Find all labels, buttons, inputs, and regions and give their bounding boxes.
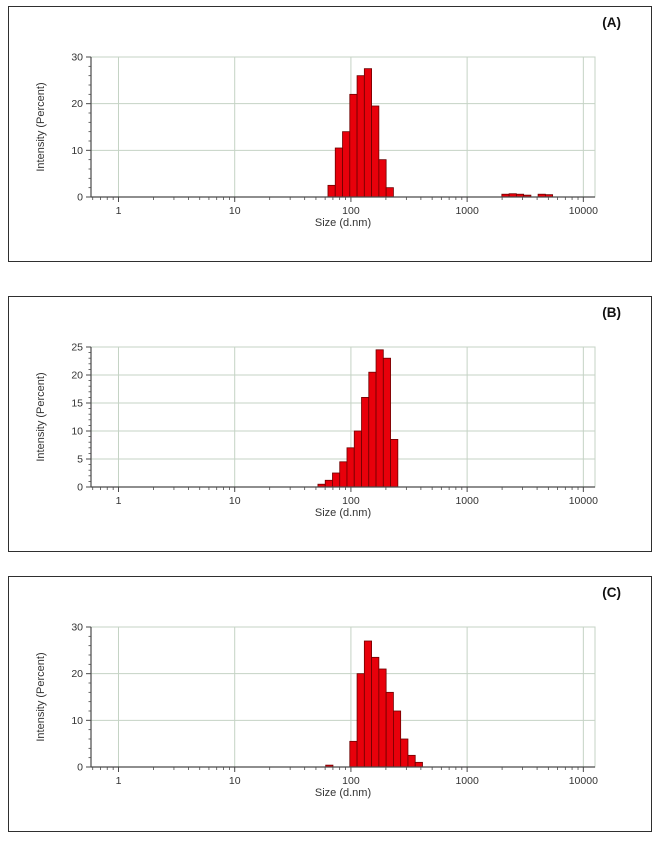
dls-chart-b: 0 5 10 15 20 25 1 10 100 1000 10000 xyxy=(71,342,598,508)
y-tick-label: 0 xyxy=(77,482,83,494)
bar xyxy=(349,93,358,198)
bar xyxy=(393,710,402,768)
y-tick-label: 0 xyxy=(77,762,83,774)
bar xyxy=(353,430,362,488)
bar xyxy=(349,740,358,768)
x-tick-label: 1000 xyxy=(455,205,479,217)
y-tick-label: 20 xyxy=(71,370,83,382)
y-tick-label: 30 xyxy=(71,52,83,64)
bar xyxy=(390,438,399,488)
x-tick-label: 10 xyxy=(229,775,241,787)
y-tick-label: 10 xyxy=(71,145,83,157)
plot-border xyxy=(90,626,596,768)
bar xyxy=(407,754,416,768)
panel-label-b: (B) xyxy=(602,305,621,320)
panel-label-c: (C) xyxy=(602,585,621,600)
bar xyxy=(324,479,333,488)
y-axis-title: Intensity (Percent) xyxy=(35,372,47,462)
bar xyxy=(371,105,380,198)
bar xyxy=(356,673,365,768)
x-tick-label: 10000 xyxy=(569,775,598,787)
bar xyxy=(368,371,377,488)
dls-chart-a: 0 10 20 30 1 10 100 1000 10000 xyxy=(71,52,598,218)
x-tick-label: 100 xyxy=(342,495,360,507)
x-axis-title: Size (d.nm) xyxy=(314,787,372,799)
bar xyxy=(346,447,355,488)
bar xyxy=(363,68,372,198)
x-tick-label: 1000 xyxy=(455,775,479,787)
bar xyxy=(361,397,370,488)
y-tick-label: 10 xyxy=(71,426,83,438)
bar xyxy=(332,472,341,488)
chart-panel-c: 0 10 20 30 1 10 100 1000 10000 (C) Size (d.nm) I… xyxy=(8,576,652,832)
x-tick-label: 100 xyxy=(342,775,360,787)
x-tick-label: 10 xyxy=(229,205,241,217)
x-tick-label: 100 xyxy=(342,205,360,217)
y-tick-label: 25 xyxy=(71,342,83,354)
y-tick-label: 10 xyxy=(71,715,83,727)
bar xyxy=(363,640,372,768)
y-tick-label: 15 xyxy=(71,398,83,410)
x-tick-label: 1000 xyxy=(455,495,479,507)
y-tick-label: 20 xyxy=(71,98,83,110)
y-tick-label: 0 xyxy=(77,192,83,204)
x-tick-label: 1 xyxy=(116,205,122,217)
bar xyxy=(400,738,409,768)
y-axis-title: Intensity (Percent) xyxy=(35,82,47,172)
y-axis-title: Intensity (Percent) xyxy=(35,652,47,742)
bar xyxy=(339,461,348,488)
bar xyxy=(378,159,387,198)
bar xyxy=(385,187,394,198)
bar xyxy=(334,147,343,198)
x-tick-label: 1 xyxy=(116,495,122,507)
x-tick-label: 10 xyxy=(229,495,241,507)
bar xyxy=(342,131,351,198)
bar xyxy=(371,656,380,768)
bar xyxy=(375,349,384,488)
x-tick-label: 10000 xyxy=(569,495,598,507)
x-axis-title: Size (d.nm) xyxy=(314,507,372,519)
bar xyxy=(378,668,387,768)
chart-panel-a: 0 10 20 30 1 10 100 1000 10000 (A) Size (d.nm) I… xyxy=(8,6,652,262)
x-tick-label: 1 xyxy=(116,775,122,787)
bar xyxy=(356,75,365,198)
dls-chart-c: 0 10 20 30 1 10 100 1000 10000 xyxy=(71,622,598,788)
bar xyxy=(327,184,336,198)
chart-panel-b: 0 5 10 15 20 25 1 10 100 1000 10000 (B) Size (d.nm… xyxy=(8,296,652,552)
bar xyxy=(385,691,394,768)
x-axis-title: Size (d.nm) xyxy=(314,217,372,229)
panel-label-a: (A) xyxy=(602,15,621,30)
bar xyxy=(382,357,391,488)
y-tick-label: 20 xyxy=(71,668,83,680)
x-tick-label: 10000 xyxy=(569,205,598,217)
y-tick-label: 5 xyxy=(77,454,83,466)
y-tick-label: 30 xyxy=(71,622,83,634)
bar xyxy=(414,761,423,768)
